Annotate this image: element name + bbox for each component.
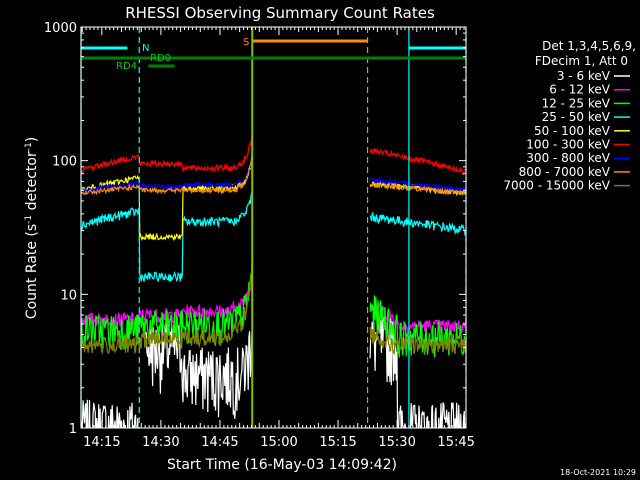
timestamp: 18-Oct-2021 10:29	[560, 468, 636, 477]
x-tick-label: 15:30	[378, 435, 415, 450]
y-tick-label: 100	[52, 155, 77, 170]
axes: 1 10 100 1000 14:15 14:30 14:45 15:00 15:15 15:30…	[44, 21, 475, 450]
series-line-300-800-kev	[81, 154, 466, 194]
x-tick-label: 15:45	[437, 435, 474, 450]
chart-title: RHESSI Observing Summary Count Rates	[125, 4, 435, 22]
legend-label: 7000 - 15000 keV	[503, 179, 610, 193]
series-line-7000-15000-kev	[81, 255, 466, 355]
legend-header-line2: FDecim 1, Att 0	[535, 54, 628, 68]
x-tick-label: 14:45	[201, 435, 238, 450]
legend-label: 300 - 800 keV	[526, 151, 610, 165]
x-tick-label: 14:30	[142, 435, 179, 450]
y-tick-label: 10	[60, 288, 77, 303]
legend-label: 12 - 25 keV	[542, 96, 611, 110]
y-tick-label: 1000	[44, 21, 77, 36]
legend-label: 50 - 100 keV	[534, 124, 611, 138]
legend-label: 6 - 12 keV	[549, 83, 611, 97]
legend-label: 800 - 7000 keV	[519, 165, 611, 179]
x-tick-label: 14:15	[83, 435, 120, 450]
legend-label: 100 - 300 keV	[526, 138, 610, 152]
series-lines	[81, 130, 466, 428]
plot-frame	[80, 26, 467, 429]
x-tick-label: 15:00	[260, 435, 297, 450]
flag-s-label: S	[243, 37, 249, 48]
series-line-25-50-kev	[81, 190, 466, 282]
y-axis-label: Count Rate (s-1 detector-1)	[24, 137, 40, 319]
x-axis-label: Start Time (16-May-03 14:09:42)	[167, 457, 397, 473]
x-tick-label: 15:15	[319, 435, 356, 450]
flag-n-label: N	[142, 43, 149, 54]
legend-label: 25 - 50 keV	[542, 110, 611, 124]
flag-rd4-label: RD4	[116, 61, 137, 72]
flag-rd0-label: RD0	[150, 53, 171, 64]
y-tick-label: 1	[69, 422, 77, 437]
legend-header-line1: Det 1,3,4,5,6,9,	[542, 39, 636, 53]
legend-label: 3 - 6 keV	[557, 69, 611, 83]
series-line-100-300-kev	[81, 130, 466, 177]
series-line-800-7000-kev	[81, 152, 466, 196]
